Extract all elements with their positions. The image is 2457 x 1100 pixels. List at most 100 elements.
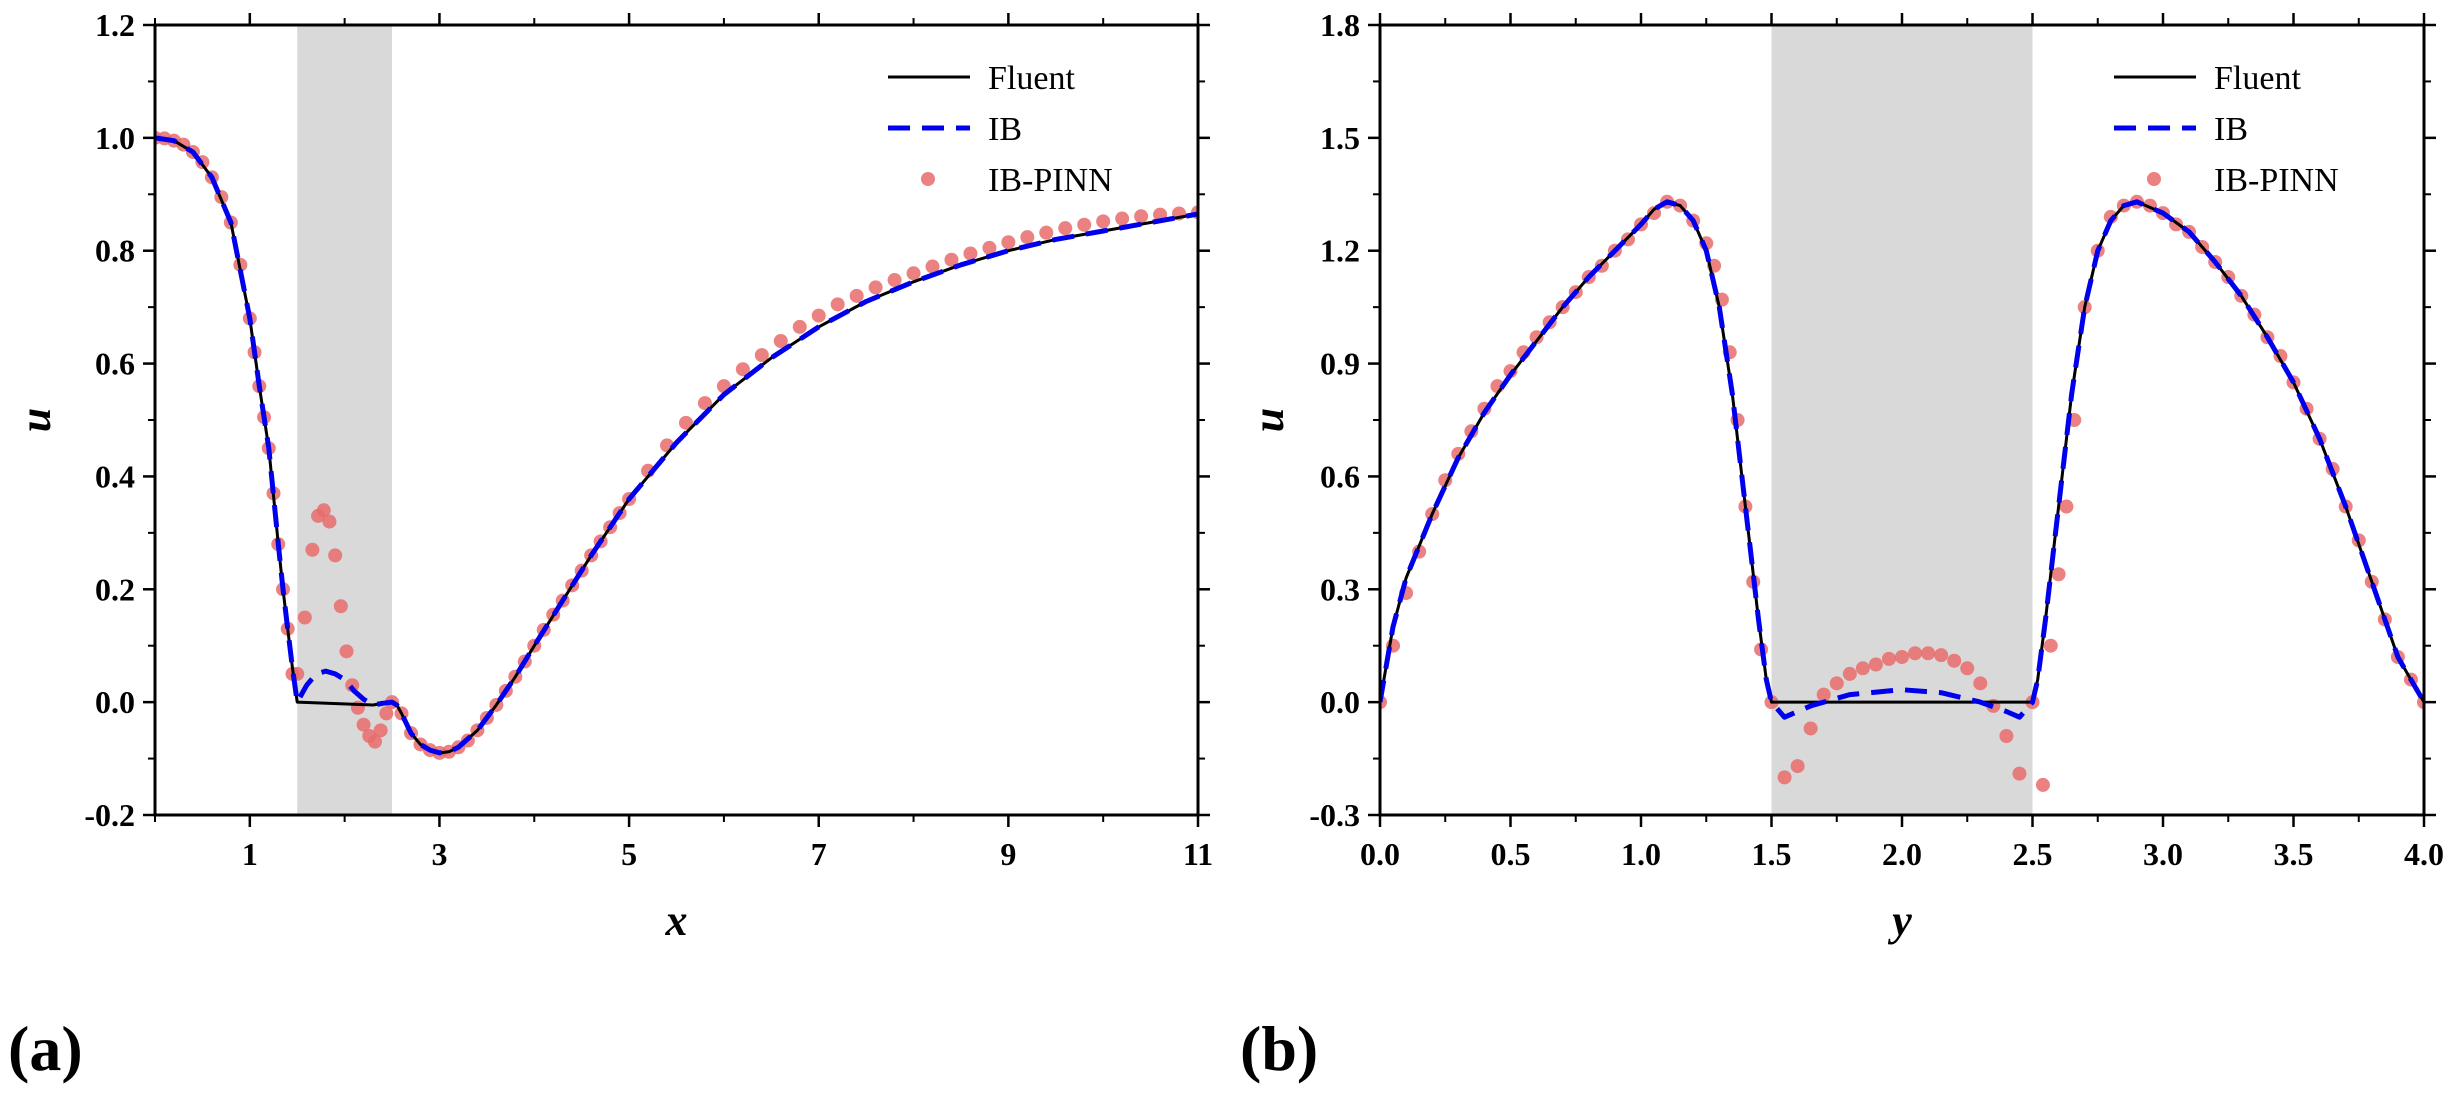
panel-label-a: (a) xyxy=(8,1013,83,1084)
ib-pinn-point xyxy=(1999,729,2014,743)
ib-pinn-point xyxy=(2012,766,2027,781)
legend-label: IB-PINN xyxy=(2214,162,2339,199)
ib-pinn-point xyxy=(339,644,354,659)
ib-pinn-point xyxy=(1881,651,1896,666)
plot-area xyxy=(155,130,1198,760)
legend-label: Fluent xyxy=(2214,60,2301,97)
y-tick-label: 0.2 xyxy=(95,571,135,607)
x-tick-label: 11 xyxy=(1183,836,1213,872)
ib-pinn-point xyxy=(1908,646,1923,661)
plot-frame xyxy=(153,23,1200,817)
y-tick-label: 1.8 xyxy=(1320,7,1360,43)
y-tick-label: -0.2 xyxy=(84,797,135,833)
shaded-region xyxy=(297,25,393,815)
ib-pinn-point xyxy=(1973,676,1988,691)
x-axis-label: y xyxy=(1887,896,1912,945)
ib-pinn-point xyxy=(305,542,320,557)
ib-pinn-point xyxy=(379,706,394,721)
ib-pinn-point xyxy=(906,266,921,281)
y-tick-label: 1.5 xyxy=(1320,120,1360,156)
x-tick-label: 5 xyxy=(621,836,637,872)
x-tick-label: 1.5 xyxy=(1752,836,1792,872)
ib-pinn-point xyxy=(1921,646,1936,661)
x-tick-label: 3 xyxy=(431,836,447,872)
ib-pinn-point xyxy=(297,610,312,625)
ib-pinn-point xyxy=(754,348,769,363)
ib-pinn-point xyxy=(1934,648,1949,663)
ib-pinn-point xyxy=(1829,676,1844,691)
x-tick-label: 3.5 xyxy=(2274,836,2314,872)
ib-pinn-point xyxy=(1001,235,1016,250)
shaded-region xyxy=(1771,25,2033,815)
ib-pinn-point xyxy=(1855,661,1870,676)
ib-pinn-point xyxy=(849,288,864,303)
y-tick-label: 0.6 xyxy=(95,346,135,382)
legend-marker-ib-pinn xyxy=(2147,172,2161,186)
chart-panel-a: 1 3 5 7 9 11 -0.2 0.0 0.2 0.4 0.6 0.8 1.0 1.2 x u Fluent… xyxy=(11,7,1213,945)
ib-pinn-point xyxy=(316,503,331,518)
x-tick-label: 4.0 xyxy=(2404,836,2444,872)
y-tick-label: -0.3 xyxy=(1309,797,1360,833)
y-tick-label: 0.0 xyxy=(1320,684,1360,720)
y-tick-label: 0.3 xyxy=(1320,571,1360,607)
ib-pinn-point xyxy=(1816,687,1831,702)
ib-pinn-point xyxy=(1039,225,1054,240)
ib-pinn-point xyxy=(2035,777,2050,792)
x-tick-label: 2.5 xyxy=(2013,836,2053,872)
y-tick-label: 1.0 xyxy=(95,120,135,156)
x-tick-label: 2.0 xyxy=(1882,836,1922,872)
legend-label: IB-PINN xyxy=(988,162,1113,199)
y-tick-label: 0.0 xyxy=(95,684,135,720)
y-axis-label: u xyxy=(11,408,60,432)
ib-pinn-point xyxy=(333,599,348,614)
ib-pinn-point xyxy=(2051,567,2066,582)
ib-pinn-point xyxy=(1895,650,1909,664)
ib-pinn-point xyxy=(1529,330,1544,345)
panel-label-b: (b) xyxy=(1240,1013,1319,1084)
ib-pinn-point xyxy=(773,334,788,348)
ib-pinn-point xyxy=(322,514,337,529)
ib-pinn-point xyxy=(678,415,693,430)
ib-pinn-point xyxy=(1868,657,1883,672)
y-tick-label: 0.6 xyxy=(1320,458,1360,494)
ib-pinn-point xyxy=(1790,759,1805,774)
ib-pinn-point xyxy=(868,280,883,295)
ib-pinn-point xyxy=(1777,770,1792,785)
ib-pinn-point xyxy=(830,297,845,312)
y-tick-label: 0.8 xyxy=(95,233,135,269)
y-axis-label: u xyxy=(1244,408,1293,432)
ib-pinn-point xyxy=(328,548,343,563)
ib-pinn-point xyxy=(1096,214,1111,229)
ib-pinn-point xyxy=(2043,638,2058,653)
ib-pinn-point xyxy=(1960,661,1975,676)
ib-pinn-point xyxy=(1058,221,1073,236)
chart-panel-b: 0.0 0.5 1.0 1.5 2.0 2.5 3.0 3.5 4.0-0.30.00.30.6… xyxy=(1244,7,2444,945)
x-tick-label: 1.0 xyxy=(1621,836,1661,872)
ib-line xyxy=(155,135,1198,756)
ib-pinn-point xyxy=(373,723,388,738)
y-tick-label: 1.2 xyxy=(1320,233,1360,269)
ib-pinn-point xyxy=(1077,217,1092,232)
x-tick-label: 7 xyxy=(811,836,827,872)
ib-pinn-point xyxy=(697,396,712,411)
ib-pinn-point xyxy=(1115,211,1130,226)
plot-area xyxy=(1380,194,2424,792)
legend-marker-ib-pinn xyxy=(921,172,935,186)
ib-pinn-point xyxy=(735,362,750,377)
ib-pinn-point xyxy=(887,273,902,288)
y-tick-label: 1.2 xyxy=(95,7,135,43)
y-tick-label: 0.9 xyxy=(1320,346,1360,382)
x-tick-label: 1 xyxy=(242,836,258,872)
ib-pinn-point xyxy=(356,717,371,732)
y-tick-label: 0.4 xyxy=(95,458,135,494)
ib-pinn-point xyxy=(1842,666,1857,681)
plot-frame xyxy=(1378,23,2426,817)
x-tick-label: 0.0 xyxy=(1360,836,1400,872)
ib-pinn-point xyxy=(811,308,826,323)
legend-label: IB xyxy=(2214,111,2248,148)
ib-pinn-point xyxy=(2059,499,2074,514)
ib-pinn-point xyxy=(963,246,978,261)
x-tick-label: 9 xyxy=(1000,836,1016,872)
ib-pinn-point xyxy=(982,240,997,255)
legend-label: IB xyxy=(988,111,1022,148)
